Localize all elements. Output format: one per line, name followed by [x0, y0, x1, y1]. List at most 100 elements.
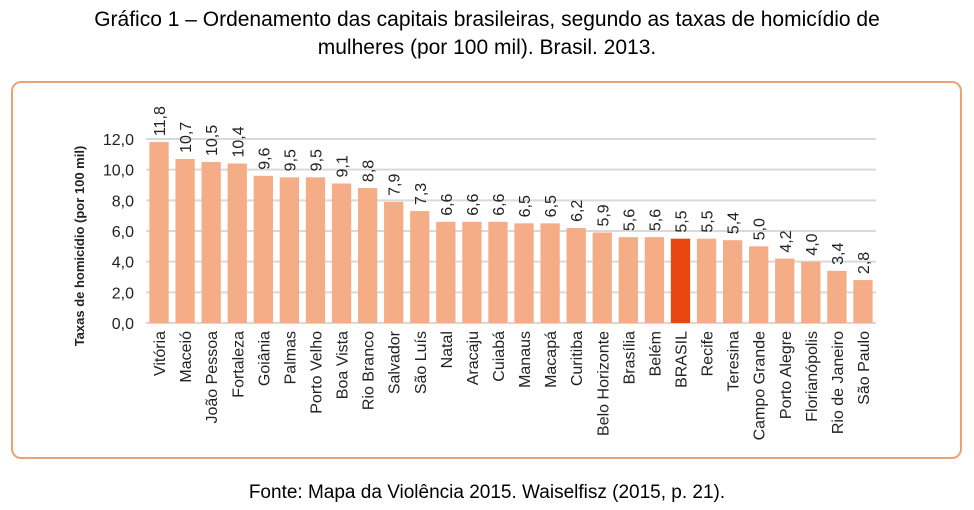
bar: [410, 211, 430, 323]
category-label: Belém: [647, 331, 664, 376]
y-tick-label: 8,0: [112, 193, 134, 210]
category-label: Palmas: [282, 331, 299, 384]
category-label: Vitória: [152, 331, 169, 376]
data-label: 9,1: [335, 155, 352, 177]
data-label: 10,4: [230, 126, 247, 157]
bar: [357, 188, 378, 323]
data-label: 9,5: [308, 149, 325, 171]
category-label: Natal: [439, 331, 456, 368]
category-label: Florianópolis: [804, 331, 821, 422]
data-label: 10,5: [204, 125, 221, 156]
category-label: Macapá: [543, 331, 560, 388]
data-label: 2,8: [856, 252, 873, 274]
y-tick-label: 2,0: [112, 285, 134, 302]
y-tick-label: 12,0: [103, 132, 134, 149]
data-labels: 11,8 10,7 10,5 10,4 9,6 9,5 9,5 9,1 8,8 7,9 7,3 6,6…: [152, 106, 873, 274]
category-label: Teresina: [726, 331, 743, 392]
bar: [592, 232, 612, 323]
bar: [775, 258, 795, 323]
category-label: Aracaju: [465, 331, 482, 385]
y-tick-label: 0,0: [112, 316, 134, 333]
category-label: Brasília: [621, 331, 638, 384]
bar: [618, 237, 638, 323]
chart-title-line1: Gráfico 1 – Ordenamento das capitais bra…: [94, 8, 880, 31]
category-labels: Vitória Maceió João Pessoa Fortaleza Goiânia…: [152, 330, 873, 440]
bar: [305, 177, 326, 323]
data-label: 5,4: [726, 212, 743, 234]
bar: [514, 223, 534, 323]
y-tick-label: 6,0: [112, 224, 134, 241]
data-label: 11,8: [152, 106, 169, 136]
category-label: BRASIL: [673, 331, 690, 388]
bars: [149, 142, 873, 323]
category-label: Cuiabá: [491, 331, 508, 382]
category-label: Salvador: [387, 330, 404, 394]
category-label: Campo Grande: [752, 331, 769, 440]
bar: [149, 142, 169, 323]
category-label: Rio Branco: [361, 331, 378, 410]
bar: [201, 162, 221, 323]
category-label: Belo Horizonte: [595, 331, 612, 436]
category-label: São Luís: [413, 331, 430, 394]
data-label: 5,0: [752, 218, 769, 240]
data-label: 9,5: [282, 149, 299, 171]
bar: [749, 246, 769, 323]
data-label: 9,6: [256, 147, 273, 169]
bar: [853, 280, 873, 323]
data-label: 7,3: [413, 183, 430, 205]
y-axis-ticks: 0,0 2,0 4,0 6,0 8,0 10,0 12,0: [103, 132, 134, 333]
category-label: Boa Vista: [335, 331, 352, 399]
data-label: 6,6: [465, 193, 482, 215]
data-label: 8,8: [361, 160, 378, 182]
source-note: Fonte: Mapa da Violência 2015. Waiselfis…: [248, 482, 726, 503]
chart-title: Gráfico 1 – Ordenamento das capitais bra…: [0, 6, 974, 62]
category-label: Porto Velho: [308, 331, 325, 414]
data-label: 5,5: [673, 210, 690, 232]
bar: [384, 201, 404, 323]
bar: [253, 175, 273, 323]
bar: [696, 238, 717, 323]
bar: [827, 270, 847, 323]
chart-frame: [11, 81, 962, 459]
bar: [462, 221, 482, 323]
category-label: São Paulo: [856, 331, 873, 405]
y-tick-label: 4,0: [112, 255, 134, 272]
data-label: 4,2: [778, 230, 795, 252]
bar-brasil: [670, 238, 691, 323]
bar: [331, 183, 352, 323]
category-label: Maceió: [178, 331, 195, 383]
data-label: 5,5: [700, 210, 717, 232]
category-label: Curitiba: [569, 331, 586, 386]
bar: [644, 237, 665, 323]
data-label: 6,6: [439, 193, 456, 215]
bar: [566, 227, 586, 323]
category-label: Goiânia: [256, 331, 273, 386]
bar: [227, 163, 247, 323]
data-label: 5,9: [595, 204, 612, 226]
category-label: João Pessoa: [204, 331, 221, 424]
category-label: Fortaleza: [230, 331, 247, 398]
data-label: 5,6: [647, 209, 664, 231]
category-label: Manaus: [517, 331, 534, 388]
category-label: Porto Alegre: [778, 331, 795, 419]
bar: [175, 158, 195, 323]
bar: [722, 240, 743, 323]
category-label: Recife: [700, 331, 717, 376]
bar: [436, 221, 456, 323]
data-label: 3,4: [830, 243, 847, 265]
data-label: 6,6: [491, 193, 508, 215]
bar: [279, 177, 300, 323]
bar: [801, 261, 821, 323]
bar: [540, 223, 560, 323]
data-label: 6,2: [569, 200, 586, 222]
data-label: 10,7: [178, 122, 195, 153]
data-label: 6,5: [517, 195, 534, 217]
y-tick-label: 10,0: [103, 163, 134, 180]
data-label: 6,5: [543, 195, 560, 217]
chart-title-line2: mulheres (por 100 mil). Brasil. 2013.: [317, 36, 657, 59]
bar: [488, 221, 508, 323]
data-label: 5,6: [621, 209, 638, 231]
y-axis-label: Taxas de homicídio (por 100 mil): [72, 146, 87, 347]
data-label: 4,0: [804, 233, 821, 255]
